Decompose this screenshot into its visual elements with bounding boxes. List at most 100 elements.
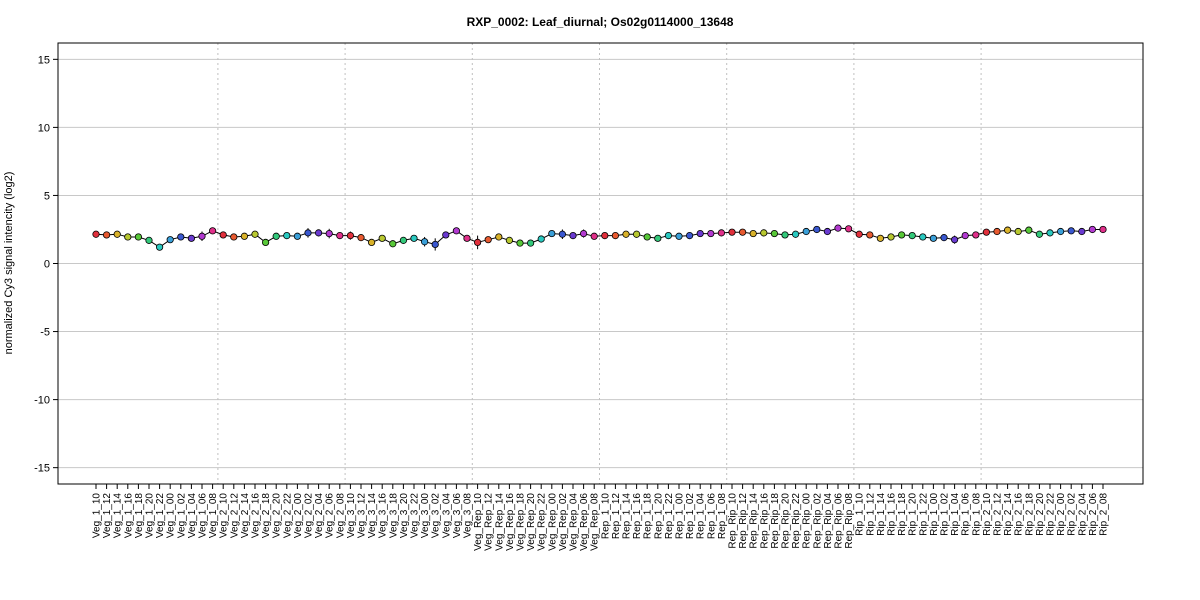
x-tick-label: Veg_1_02 <box>176 493 187 538</box>
data-point <box>1067 227 1075 235</box>
data-point <box>929 234 938 242</box>
data-point <box>622 230 630 238</box>
x-tick-label: Veg_Rep_18 <box>516 493 527 551</box>
x-tick-label: Rip_2_14 <box>1003 493 1014 536</box>
x-tick-label: Veg_1_20 <box>145 493 156 538</box>
gridlines <box>58 58 1143 469</box>
data-point <box>961 231 969 240</box>
data-point <box>908 231 916 240</box>
data-point <box>420 238 429 246</box>
data-point <box>982 228 991 236</box>
x-tick-label: Rep_1_20 <box>653 493 664 540</box>
x-tick-label: Rip_1_16 <box>887 493 898 536</box>
data-point <box>431 240 439 249</box>
data-point <box>272 232 280 240</box>
data-point <box>675 232 683 240</box>
x-tick-label: Rip_2_04 <box>1077 493 1088 536</box>
data-point <box>611 231 620 240</box>
data-point <box>579 229 588 238</box>
x-tick-label: Veg_1_18 <box>134 493 145 538</box>
x-tick-label: Rip_1_18 <box>897 493 908 536</box>
x-tick-label: Veg_2_22 <box>282 493 293 538</box>
x-tick-label: Rep_1_02 <box>685 493 696 540</box>
x-tick-label: Veg_2_00 <box>293 493 304 538</box>
x-tick-label: Rep_Rip_04 <box>823 493 834 549</box>
data-point <box>325 229 333 238</box>
x-tick-label: Veg_Rep_12 <box>484 493 495 551</box>
data-point <box>495 233 503 241</box>
data-point <box>590 232 598 240</box>
data-point <box>526 239 535 247</box>
x-tick-label: Rip_2_18 <box>1024 493 1035 536</box>
data-point <box>399 236 407 244</box>
data-point <box>134 233 142 241</box>
x-tick-label: Rip_1_02 <box>940 493 951 536</box>
x-tick-label: Veg_1_14 <box>113 493 124 538</box>
data-point <box>1078 227 1086 236</box>
data-point <box>293 232 301 240</box>
x-tick-label: Veg_2_04 <box>314 493 325 538</box>
plot-frame <box>57 42 1144 485</box>
x-tick-label: Rip_2_06 <box>1088 493 1099 536</box>
x-tick-label: Rep_Rip_06 <box>834 493 845 549</box>
data-point <box>156 243 164 251</box>
x-tick-label: Rip_1_06 <box>961 493 972 536</box>
x-tick-label: Veg_1_10 <box>92 493 103 538</box>
x-tick-label: Veg_Rep_08 <box>590 493 601 551</box>
x-tick-label: Rep_Rip_18 <box>770 493 781 549</box>
x-tick-label: Rip_2_16 <box>1014 493 1025 536</box>
data-point <box>240 232 248 240</box>
y-tick-label: 10 <box>38 122 50 134</box>
x-tick-label: Veg_Rep_20 <box>526 493 537 551</box>
x-tick-label: Rep_Rip_12 <box>738 493 749 549</box>
data-point <box>876 234 885 242</box>
data-point <box>219 231 227 239</box>
data-point <box>230 233 238 241</box>
data-point <box>314 229 323 237</box>
data-point <box>166 236 174 244</box>
x-tick-label: Veg_3_20 <box>399 493 410 538</box>
x-tick-label: Rip_1_00 <box>929 493 940 536</box>
x-tick-label: Rip_1_10 <box>855 493 866 536</box>
x-tick-label: Veg_Rep_06 <box>579 493 590 551</box>
data-point <box>844 225 853 233</box>
x-tick-label: Rip_2_02 <box>1067 493 1078 536</box>
x-tick-label: Rep_1_12 <box>611 493 622 540</box>
data-point <box>760 229 768 237</box>
x-tick-label: Rep_Rip_08 <box>844 493 855 549</box>
data-point <box>558 230 567 238</box>
data-point <box>940 234 948 242</box>
x-tick-label: Veg_3_10 <box>346 493 357 538</box>
x-tick-label: Veg_3_02 <box>431 493 442 538</box>
x-tick-label: Veg_2_02 <box>304 493 315 538</box>
data-point <box>1014 227 1022 236</box>
x-tick-label: Veg_1_22 <box>155 493 166 538</box>
data-point <box>463 234 471 242</box>
x-tick-label: Rep_1_06 <box>706 493 717 540</box>
data-point <box>855 230 863 238</box>
data-point <box>410 234 418 242</box>
x-tick-label: Rip_1_20 <box>908 493 919 536</box>
y-axis: -15 -10 -5 0 5 10 15 <box>34 54 58 475</box>
x-tick-label: Rep_1_04 <box>696 493 707 540</box>
data-points <box>92 224 1107 251</box>
x-tick-label: Veg_1_06 <box>198 493 209 538</box>
x-tick-label: Veg_1_16 <box>123 493 134 538</box>
data-point <box>569 231 577 240</box>
data-point <box>802 227 810 236</box>
y-tick-label: 5 <box>44 190 50 202</box>
x-tick-label: Veg_3_08 <box>463 493 474 538</box>
data-point <box>103 231 111 239</box>
y-tick-label: -15 <box>34 463 50 475</box>
x-tick-label: Veg_3_00 <box>420 493 431 538</box>
data-point <box>537 235 545 243</box>
x-tick-label: Veg_2_16 <box>251 493 262 538</box>
data-point <box>336 231 344 240</box>
x-tick-label: Veg_2_18 <box>261 493 272 538</box>
data-point <box>145 236 153 244</box>
data-point <box>993 227 1001 236</box>
data-point <box>919 233 927 241</box>
x-tick-label: Veg_Rep_04 <box>569 493 580 551</box>
